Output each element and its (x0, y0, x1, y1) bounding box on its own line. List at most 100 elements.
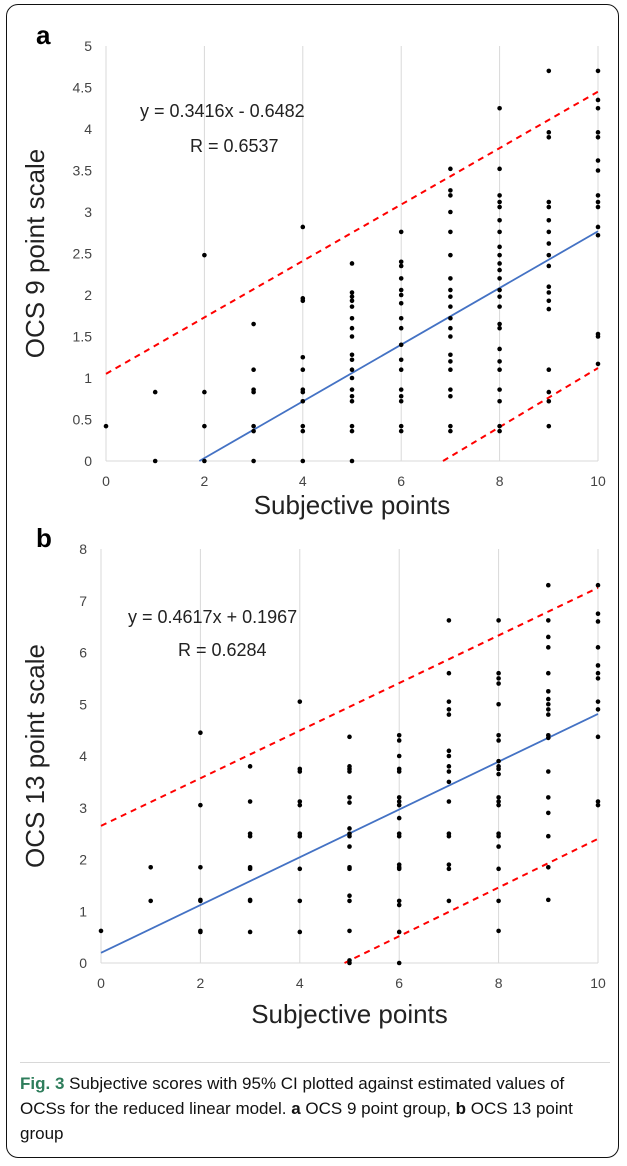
chart-a-data-point (546, 204, 552, 210)
chart-b-x-tick-label: 2 (197, 975, 205, 991)
chart-b-x-tick-label: 10 (590, 975, 606, 991)
chart-a-data-point (497, 204, 502, 210)
chart-a-data-point (349, 423, 355, 429)
chart-a-data-point (398, 325, 404, 331)
chart-a-data-point (152, 389, 158, 395)
chart-b-data-point (546, 618, 551, 623)
chart-a-data-point (398, 315, 404, 321)
chart-a-y-tick-label: 2.5 (73, 246, 93, 262)
chart-a-data-point (349, 304, 355, 309)
chart-b-data-point (446, 862, 452, 867)
chart-a-data-point (398, 259, 404, 265)
chart-a-data-point (448, 252, 453, 258)
chart-a-data-point (546, 306, 552, 312)
caption-panel-a: a (291, 1099, 301, 1118)
chart-a-data-point (349, 334, 355, 339)
chart-a-data-point (497, 229, 502, 235)
chart-a-data-point (202, 423, 207, 429)
chart-a-data-point (497, 276, 502, 281)
chart-a-data-point (497, 423, 502, 429)
chart-b-x-tick-label: 4 (296, 975, 304, 991)
chart-b-y-tick-label: 8 (79, 541, 87, 557)
chart-b-data-point (496, 802, 501, 808)
chart-b-data-point (297, 929, 303, 935)
chart-a-x-tick-label: 4 (299, 473, 307, 489)
chart-b-data-point (396, 929, 402, 935)
chart-b-data-point (496, 764, 501, 769)
chart-b-data-point (396, 898, 402, 904)
chart-a-data-point (497, 428, 502, 434)
chart-a-data-point (448, 229, 453, 235)
chart-a-data-point (546, 229, 552, 235)
chart-b-y-tick-label: 2 (79, 852, 87, 868)
chart-b-data-point (396, 802, 402, 808)
chart-b-data-point (496, 738, 501, 743)
chart-b-data-point (546, 582, 551, 588)
chart-b-data-point (297, 898, 303, 904)
chart-a-data-point (448, 166, 453, 172)
chart-a-data-point (349, 357, 355, 363)
chart-b-panel-label: b (36, 523, 52, 553)
chart-a-data-point (349, 458, 355, 464)
chart-a-y-tick-label: 1.5 (73, 329, 93, 345)
chart-b-data-point (446, 779, 452, 785)
chart-a-data-point (300, 224, 306, 230)
chart-a-data-point (349, 298, 355, 304)
chart-a-data-point (595, 193, 601, 198)
chart-a-data-point (497, 325, 502, 331)
chart-b-data-point (546, 696, 551, 702)
chart-a-data-point (349, 352, 355, 358)
chart-a-fit-line (198, 230, 599, 462)
chart-a-x-tick-label: 10 (590, 473, 606, 489)
chart-a-data-point (398, 428, 404, 434)
chart-a-y-tick-label: 3.5 (73, 163, 93, 179)
chart-b-data-point (347, 928, 352, 934)
chart-a-data-point (497, 346, 502, 352)
chart-a-data-point (300, 428, 306, 434)
chart-b-equation: y = 0.4617x + 0.1967 (128, 607, 297, 627)
chart-b-data-point (595, 670, 601, 676)
chart-a-data-point (497, 244, 502, 250)
chart-b-data-point (546, 670, 551, 676)
chart-b-data-point (496, 844, 501, 849)
chart-a-data-point (398, 229, 404, 235)
chart-a-panel-label: a (36, 20, 51, 50)
chart-a-data-point (546, 389, 552, 395)
chart-a-data-point (251, 423, 256, 429)
caption-divider (20, 1062, 610, 1063)
chart-a-data-point (349, 290, 355, 295)
chart-a-data-point (398, 423, 404, 429)
chart-a-data-point (300, 367, 306, 373)
chart-a-data-point (497, 304, 502, 309)
chart-a-data-point (251, 367, 256, 373)
chart-a-data-point (448, 428, 453, 434)
chart-a-y-tick-label: 4 (84, 121, 92, 137)
chart-a-data-point (497, 321, 502, 327)
chart-b-y-tick-label: 4 (79, 748, 87, 764)
chart-b-data-point (446, 831, 452, 836)
chart-a-data-point (546, 398, 552, 404)
chart-b-data-point (396, 753, 402, 759)
chart-a-data-point (595, 168, 601, 173)
chart-a-data-point (349, 294, 355, 299)
chart-a-x-tick-label: 0 (102, 473, 110, 489)
chart-a-data-point (448, 304, 453, 309)
chart-a-data-point (595, 158, 601, 163)
chart-a-data-point (546, 218, 552, 223)
chart-a-data-point (448, 325, 453, 331)
chart-a-data-point (448, 387, 453, 392)
chart-b-data-point (546, 712, 551, 717)
chart-b-data-point (496, 618, 501, 623)
chart-b-data-point (98, 928, 104, 934)
chart-a-data-point (300, 354, 306, 360)
chart-b-data-point (297, 799, 303, 804)
chart-a-data-point (497, 105, 502, 111)
chart-b-data-point (198, 730, 203, 736)
chart-a-data-point (349, 398, 355, 404)
chart-a-data-point (152, 458, 158, 464)
chart-a-equation: y = 0.3416x - 0.6482 (140, 101, 305, 121)
chart-b-data-point (446, 699, 452, 704)
chart-b-data-point (546, 645, 551, 650)
chart-b-data-point (595, 734, 601, 740)
